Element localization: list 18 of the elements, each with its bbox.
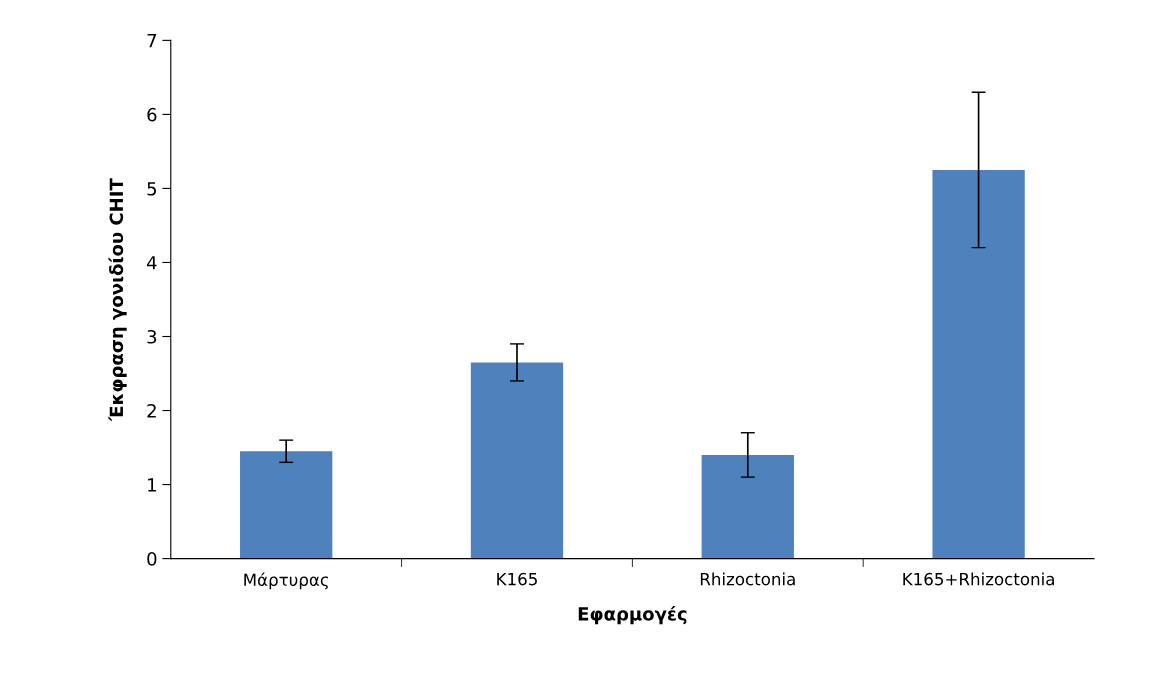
bar <box>932 169 1025 559</box>
bar <box>701 454 794 559</box>
bar <box>470 362 564 559</box>
x-tick-label: Rhizoctonia <box>700 572 795 586</box>
y-tick-label: 1 <box>148 478 156 492</box>
x-tick-label: Μάρτυρας <box>244 572 329 590</box>
y-tick-label: 2 <box>147 403 156 418</box>
y-tick-label: 7 <box>147 34 157 48</box>
x-tick-label: K165 <box>497 572 537 586</box>
y-tick-label: 6 <box>147 107 157 122</box>
x-axis-title: Εφαρμογές <box>578 605 687 625</box>
bar <box>240 451 333 559</box>
y-tick-label: 0 <box>147 552 157 566</box>
y-tick-label: 3 <box>147 329 157 344</box>
y-tick-label: 4 <box>146 256 157 270</box>
y-axis-title: Έκφραση γονιδίου CHIT <box>108 178 127 422</box>
y-tick-label: 5 <box>147 182 157 196</box>
x-tick-label: K165+Rhizoctonia <box>903 572 1054 586</box>
